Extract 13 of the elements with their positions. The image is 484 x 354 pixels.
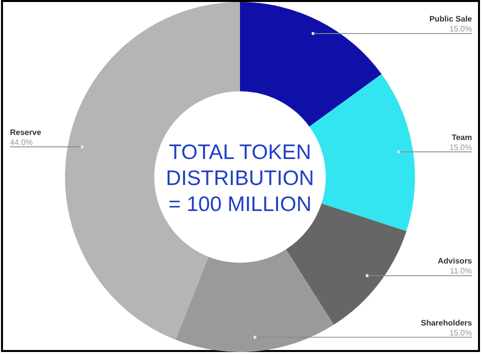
slice-label: Public Sale: [429, 14, 473, 24]
slice-label: Shareholders: [420, 318, 473, 328]
data-label: 15.0%: [449, 142, 472, 152]
data-label: 15.0%: [449, 328, 472, 338]
slice-label: Advisors: [438, 256, 473, 266]
data-label: 11.0%: [450, 266, 472, 276]
text: TOTAL TOKEN DISTRIBUTION = 100 MILLION: [166, 141, 314, 216]
slice-label: Reserve: [10, 128, 42, 137]
data-label: 44.0%: [10, 138, 33, 147]
slice-label: Team: [452, 132, 472, 142]
donut-slice: [240, 2, 382, 127]
donut-slice: [176, 249, 334, 352]
data-label: 15.0%: [449, 24, 472, 34]
